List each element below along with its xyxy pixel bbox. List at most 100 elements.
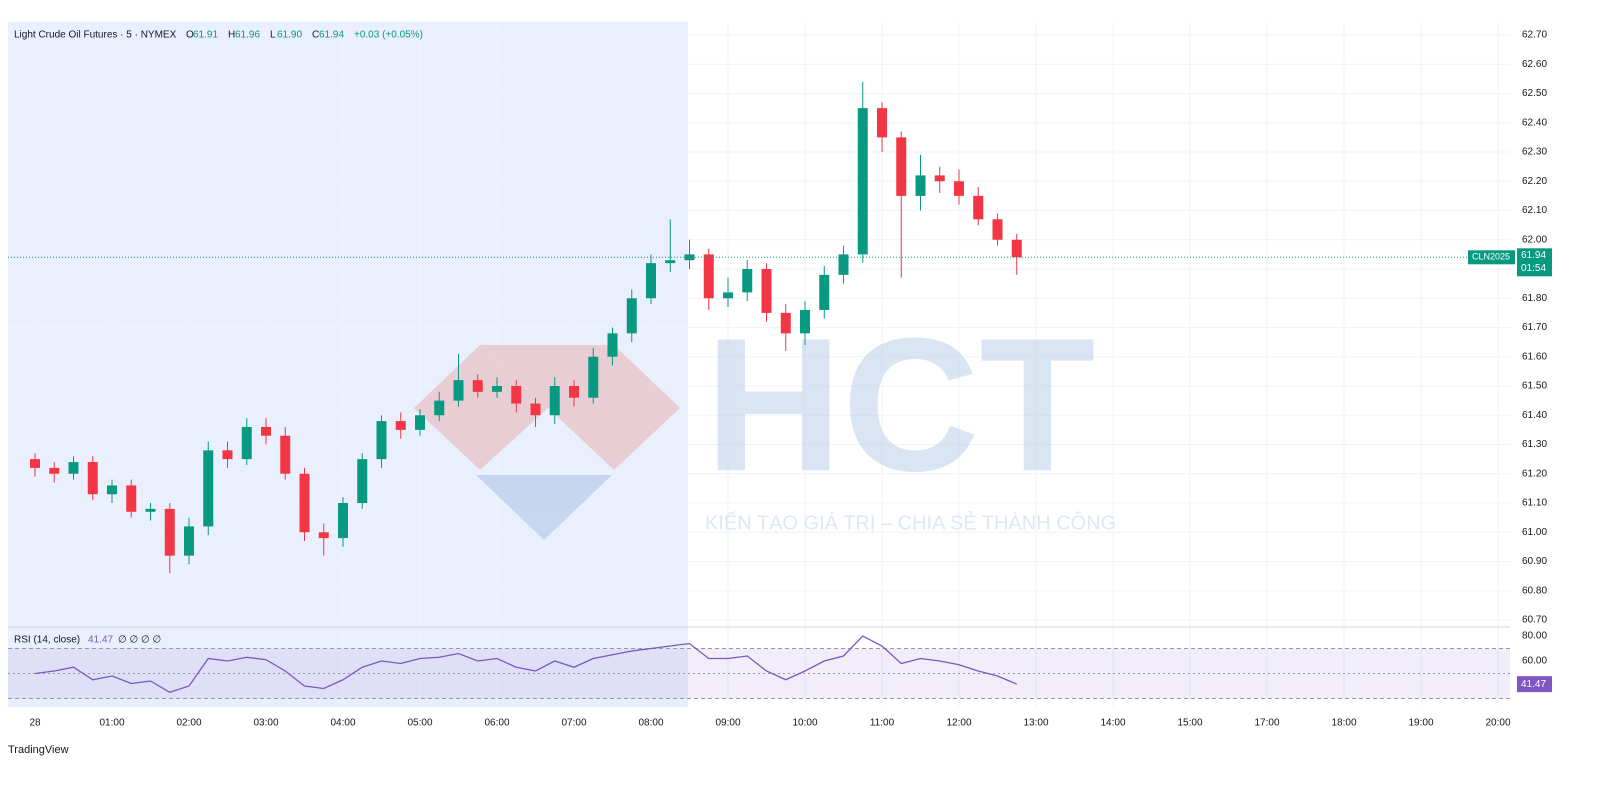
candle-body xyxy=(395,421,406,430)
candle-body xyxy=(357,459,368,503)
candle-body xyxy=(126,485,137,512)
candle-body xyxy=(376,421,387,460)
logo-shape xyxy=(414,345,548,470)
candle-body xyxy=(299,473,310,533)
y-tick-label: 62.00 xyxy=(1522,234,1547,245)
y-tick-label: 61.10 xyxy=(1522,498,1547,509)
x-tick-label: 06:00 xyxy=(484,718,509,729)
rsi-line xyxy=(34,635,1018,693)
x-tick-label: 08:00 xyxy=(638,718,663,729)
candle-body xyxy=(838,254,849,275)
candle-body xyxy=(549,386,560,416)
candle-body xyxy=(877,108,887,138)
rsi-tag xyxy=(1517,676,1552,693)
candle-body xyxy=(338,503,348,539)
y-tick-label: 62.10 xyxy=(1522,205,1547,216)
x-tick-label: 11:00 xyxy=(870,718,895,729)
candle-body xyxy=(241,426,252,460)
stat-value: 61.96 xyxy=(235,30,260,41)
y-tick-label: 61.70 xyxy=(1522,322,1547,333)
y-tick-label: 62.40 xyxy=(1522,117,1547,128)
y-tick-label: 60.90 xyxy=(1522,556,1547,567)
candle-body xyxy=(164,508,175,556)
x-tick-label: 04:00 xyxy=(330,718,355,729)
x-tick-label: 07:00 xyxy=(561,718,586,729)
y-tick-label: 62.50 xyxy=(1522,88,1547,99)
candle-body xyxy=(646,263,656,299)
y-tick-label: 60.70 xyxy=(1522,615,1547,626)
y-tick-label: 62.30 xyxy=(1522,147,1547,158)
x-tick-label: 18:00 xyxy=(1331,718,1356,729)
candle-body xyxy=(742,269,753,293)
x-tick-label: 09:00 xyxy=(715,718,740,729)
watermark: HCT KIẾN TẠO GIÁ TRỊ – CHIA SẺ THÀNH CÔN… xyxy=(414,299,1116,540)
brand: TradingView xyxy=(8,744,69,756)
candle-body xyxy=(626,298,637,334)
x-tick-label: 15:00 xyxy=(1177,718,1202,729)
logo-shape xyxy=(476,475,612,540)
y-tick-label: 62.20 xyxy=(1522,176,1547,187)
candle-body xyxy=(607,333,618,357)
x-tick-label: 12:00 xyxy=(946,718,971,729)
candle-body xyxy=(492,386,502,392)
rsi-title: RSI (14, close) xyxy=(14,635,80,646)
stat-label: L xyxy=(270,30,276,41)
candle-body xyxy=(780,312,791,334)
x-tick-label: 02:00 xyxy=(176,718,201,729)
candle-body xyxy=(184,526,194,556)
candle-body xyxy=(665,260,676,264)
watermark-slogan: KIẾN TẠO GIÁ TRỊ – CHIA SẺ THÀNH CÔNG xyxy=(705,511,1116,534)
candle-body xyxy=(87,462,98,495)
x-tick-label: 01:00 xyxy=(99,718,124,729)
candle-body xyxy=(588,356,599,398)
change: +0.03 (+0.05%) xyxy=(354,30,423,41)
candle-body xyxy=(145,508,156,512)
stat-label: C xyxy=(312,30,319,41)
symbol-label: CLN2025 xyxy=(1472,252,1510,262)
stat-value: 61.90 xyxy=(277,30,302,41)
y-tick-label: 62.60 xyxy=(1522,59,1547,70)
x-tick-label: 17:00 xyxy=(1254,718,1279,729)
symbol-tag xyxy=(1468,250,1515,265)
x-tick-label: 13:00 xyxy=(1023,718,1048,729)
candle-body xyxy=(934,175,945,182)
candle-body xyxy=(530,403,541,416)
x-tick-label: 10:00 xyxy=(792,718,817,729)
candle-body xyxy=(896,137,907,196)
candle-body xyxy=(415,415,425,430)
watermark-logo: HCT xyxy=(705,299,1095,511)
x-tick-label: 28 xyxy=(29,718,41,729)
rsi-tick-label: 80.00 xyxy=(1522,631,1547,642)
stat-label: O xyxy=(186,30,194,41)
candle-body xyxy=(203,450,214,527)
candle-body xyxy=(453,380,464,401)
candle-body xyxy=(472,380,483,392)
x-tick-label: 14:00 xyxy=(1100,718,1125,729)
candle-body xyxy=(49,467,60,474)
y-tick-label: 62.70 xyxy=(1522,30,1547,41)
x-tick-label: 03:00 xyxy=(253,718,278,729)
y-tick-label: 60.80 xyxy=(1522,585,1547,596)
candle-body xyxy=(973,195,984,220)
chart-title: Light Crude Oil Futures · 5 · NYMEX xyxy=(14,30,177,41)
candle-body xyxy=(915,175,926,196)
candle-body xyxy=(800,309,810,334)
candle-body xyxy=(569,386,579,398)
y-tick-label: 61.40 xyxy=(1522,410,1547,421)
y-tick-label: 61.00 xyxy=(1522,527,1547,538)
candle-body xyxy=(222,450,233,460)
candle-body xyxy=(1011,239,1022,258)
candle-body xyxy=(761,269,772,313)
candle-body xyxy=(107,485,117,495)
rsi-extras: ∅ ∅ ∅ ∅ xyxy=(118,635,161,646)
stat-label: H xyxy=(228,30,235,41)
candle-body xyxy=(68,462,79,474)
price-label: 61.94 xyxy=(1521,250,1546,261)
y-tick-label: 61.30 xyxy=(1522,439,1547,450)
candle-body xyxy=(30,459,40,468)
x-tick-label: 20:00 xyxy=(1485,718,1510,729)
stat-value: 61.91 xyxy=(193,30,218,41)
candle-body xyxy=(992,219,1003,240)
